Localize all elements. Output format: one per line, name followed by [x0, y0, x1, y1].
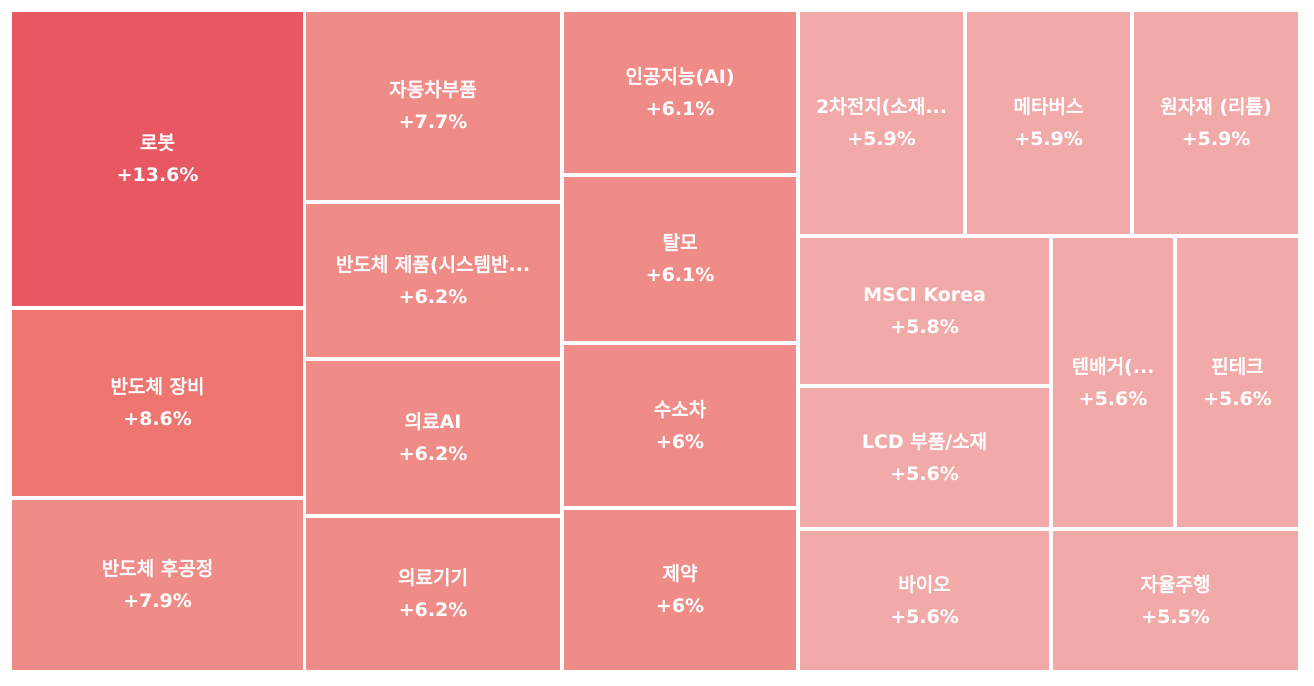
tile-name: MSCI Korea — [863, 284, 986, 306]
tile-name: 원자재 (리튬) — [1160, 96, 1272, 118]
treemap-tile[interactable]: 원자재 (리튬) +5.9% — [1134, 12, 1298, 234]
tile-name: 의료AI — [404, 410, 462, 433]
tile-name: 탈모 — [662, 232, 698, 254]
tile-name: 반도체 제품(시스템반... — [335, 253, 531, 276]
treemap-tile[interactable]: 탈모 +6.1% — [564, 177, 796, 341]
tile-name: 자율주행 — [1140, 573, 1211, 596]
tile-name: 인공지능(AI) — [625, 65, 735, 88]
treemap-tile[interactable]: 핀테크 +5.6% — [1177, 238, 1298, 527]
tile-value: +6.2% — [398, 285, 468, 308]
tile-value: +6.2% — [398, 442, 468, 465]
treemap-tile[interactable]: 의료기기 +6.2% — [306, 518, 560, 670]
treemap-tile[interactable]: 반도체 제품(시스템반... +6.2% — [306, 204, 560, 357]
treemap-tile[interactable]: 반도체 후공정 +7.9% — [12, 500, 303, 670]
treemap-tile[interactable]: 제약 +6% — [564, 510, 796, 670]
tile-value: +5.5% — [1141, 605, 1210, 628]
treemap-tile[interactable]: MSCI Korea +5.8% — [800, 238, 1049, 384]
treemap-tile[interactable]: 의료AI +6.2% — [306, 361, 560, 514]
tile-name: LCD 부품/소재 — [861, 430, 988, 453]
treemap-tile[interactable]: 수소차 +6% — [564, 345, 796, 506]
tile-value: +13.6% — [116, 164, 199, 186]
treemap-tile[interactable]: 인공지능(AI) +6.1% — [564, 12, 796, 173]
treemap-tile[interactable]: 자율주행 +5.5% — [1053, 531, 1298, 670]
tile-name: 핀테크 — [1211, 355, 1264, 378]
tile-name: 로봇 — [140, 132, 175, 154]
tile-value: +7.7% — [398, 111, 468, 133]
tile-value: +5.9% — [847, 128, 916, 150]
tile-value: +5.6% — [1203, 387, 1272, 410]
tile-value: +5.9% — [1014, 128, 1083, 150]
tile-name: 자동차부품 — [389, 79, 477, 101]
tile-value: +5.6% — [890, 462, 959, 485]
tile-value: +6.1% — [645, 97, 715, 120]
treemap-tile[interactable]: 반도체 장비 +8.6% — [12, 310, 303, 496]
tile-value: +5.9% — [1181, 128, 1251, 150]
tile-value: +6% — [655, 595, 705, 617]
tile-value: +6.1% — [645, 264, 715, 286]
tile-value: +8.6% — [123, 408, 192, 430]
tile-name: 메타버스 — [1013, 96, 1084, 118]
tile-name: 수소차 — [653, 398, 707, 421]
tile-name: 의료기기 — [398, 567, 468, 589]
treemap-tile[interactable]: 자동차부품 +7.7% — [306, 12, 560, 200]
tile-value: +5.8% — [890, 316, 959, 338]
tile-name: 텐배거(... — [1071, 355, 1155, 378]
treemap-tile[interactable]: 메타버스 +5.9% — [967, 12, 1130, 234]
tile-name: 반도체 후공정 — [101, 558, 214, 580]
tile-name: 반도체 장비 — [110, 376, 205, 398]
tile-value: +7.9% — [123, 590, 192, 612]
tile-name: 2차전지(소재... — [816, 96, 947, 118]
treemap-tile[interactable]: 로봇 +13.6% — [12, 12, 303, 306]
tile-name: 제약 — [662, 563, 698, 585]
treemap-tile[interactable]: LCD 부품/소재 +5.6% — [800, 388, 1049, 527]
treemap-tile[interactable]: 2차전지(소재... +5.9% — [800, 12, 963, 234]
tile-value: +5.6% — [890, 605, 959, 628]
treemap-tile[interactable]: 텐배거(... +5.6% — [1053, 238, 1173, 527]
tile-name: 바이오 — [898, 573, 951, 596]
tile-value: +6% — [655, 430, 705, 453]
tile-value: +5.6% — [1078, 387, 1148, 410]
treemap-tile[interactable]: 바이오 +5.6% — [800, 531, 1049, 670]
tile-value: +6.2% — [398, 599, 468, 621]
